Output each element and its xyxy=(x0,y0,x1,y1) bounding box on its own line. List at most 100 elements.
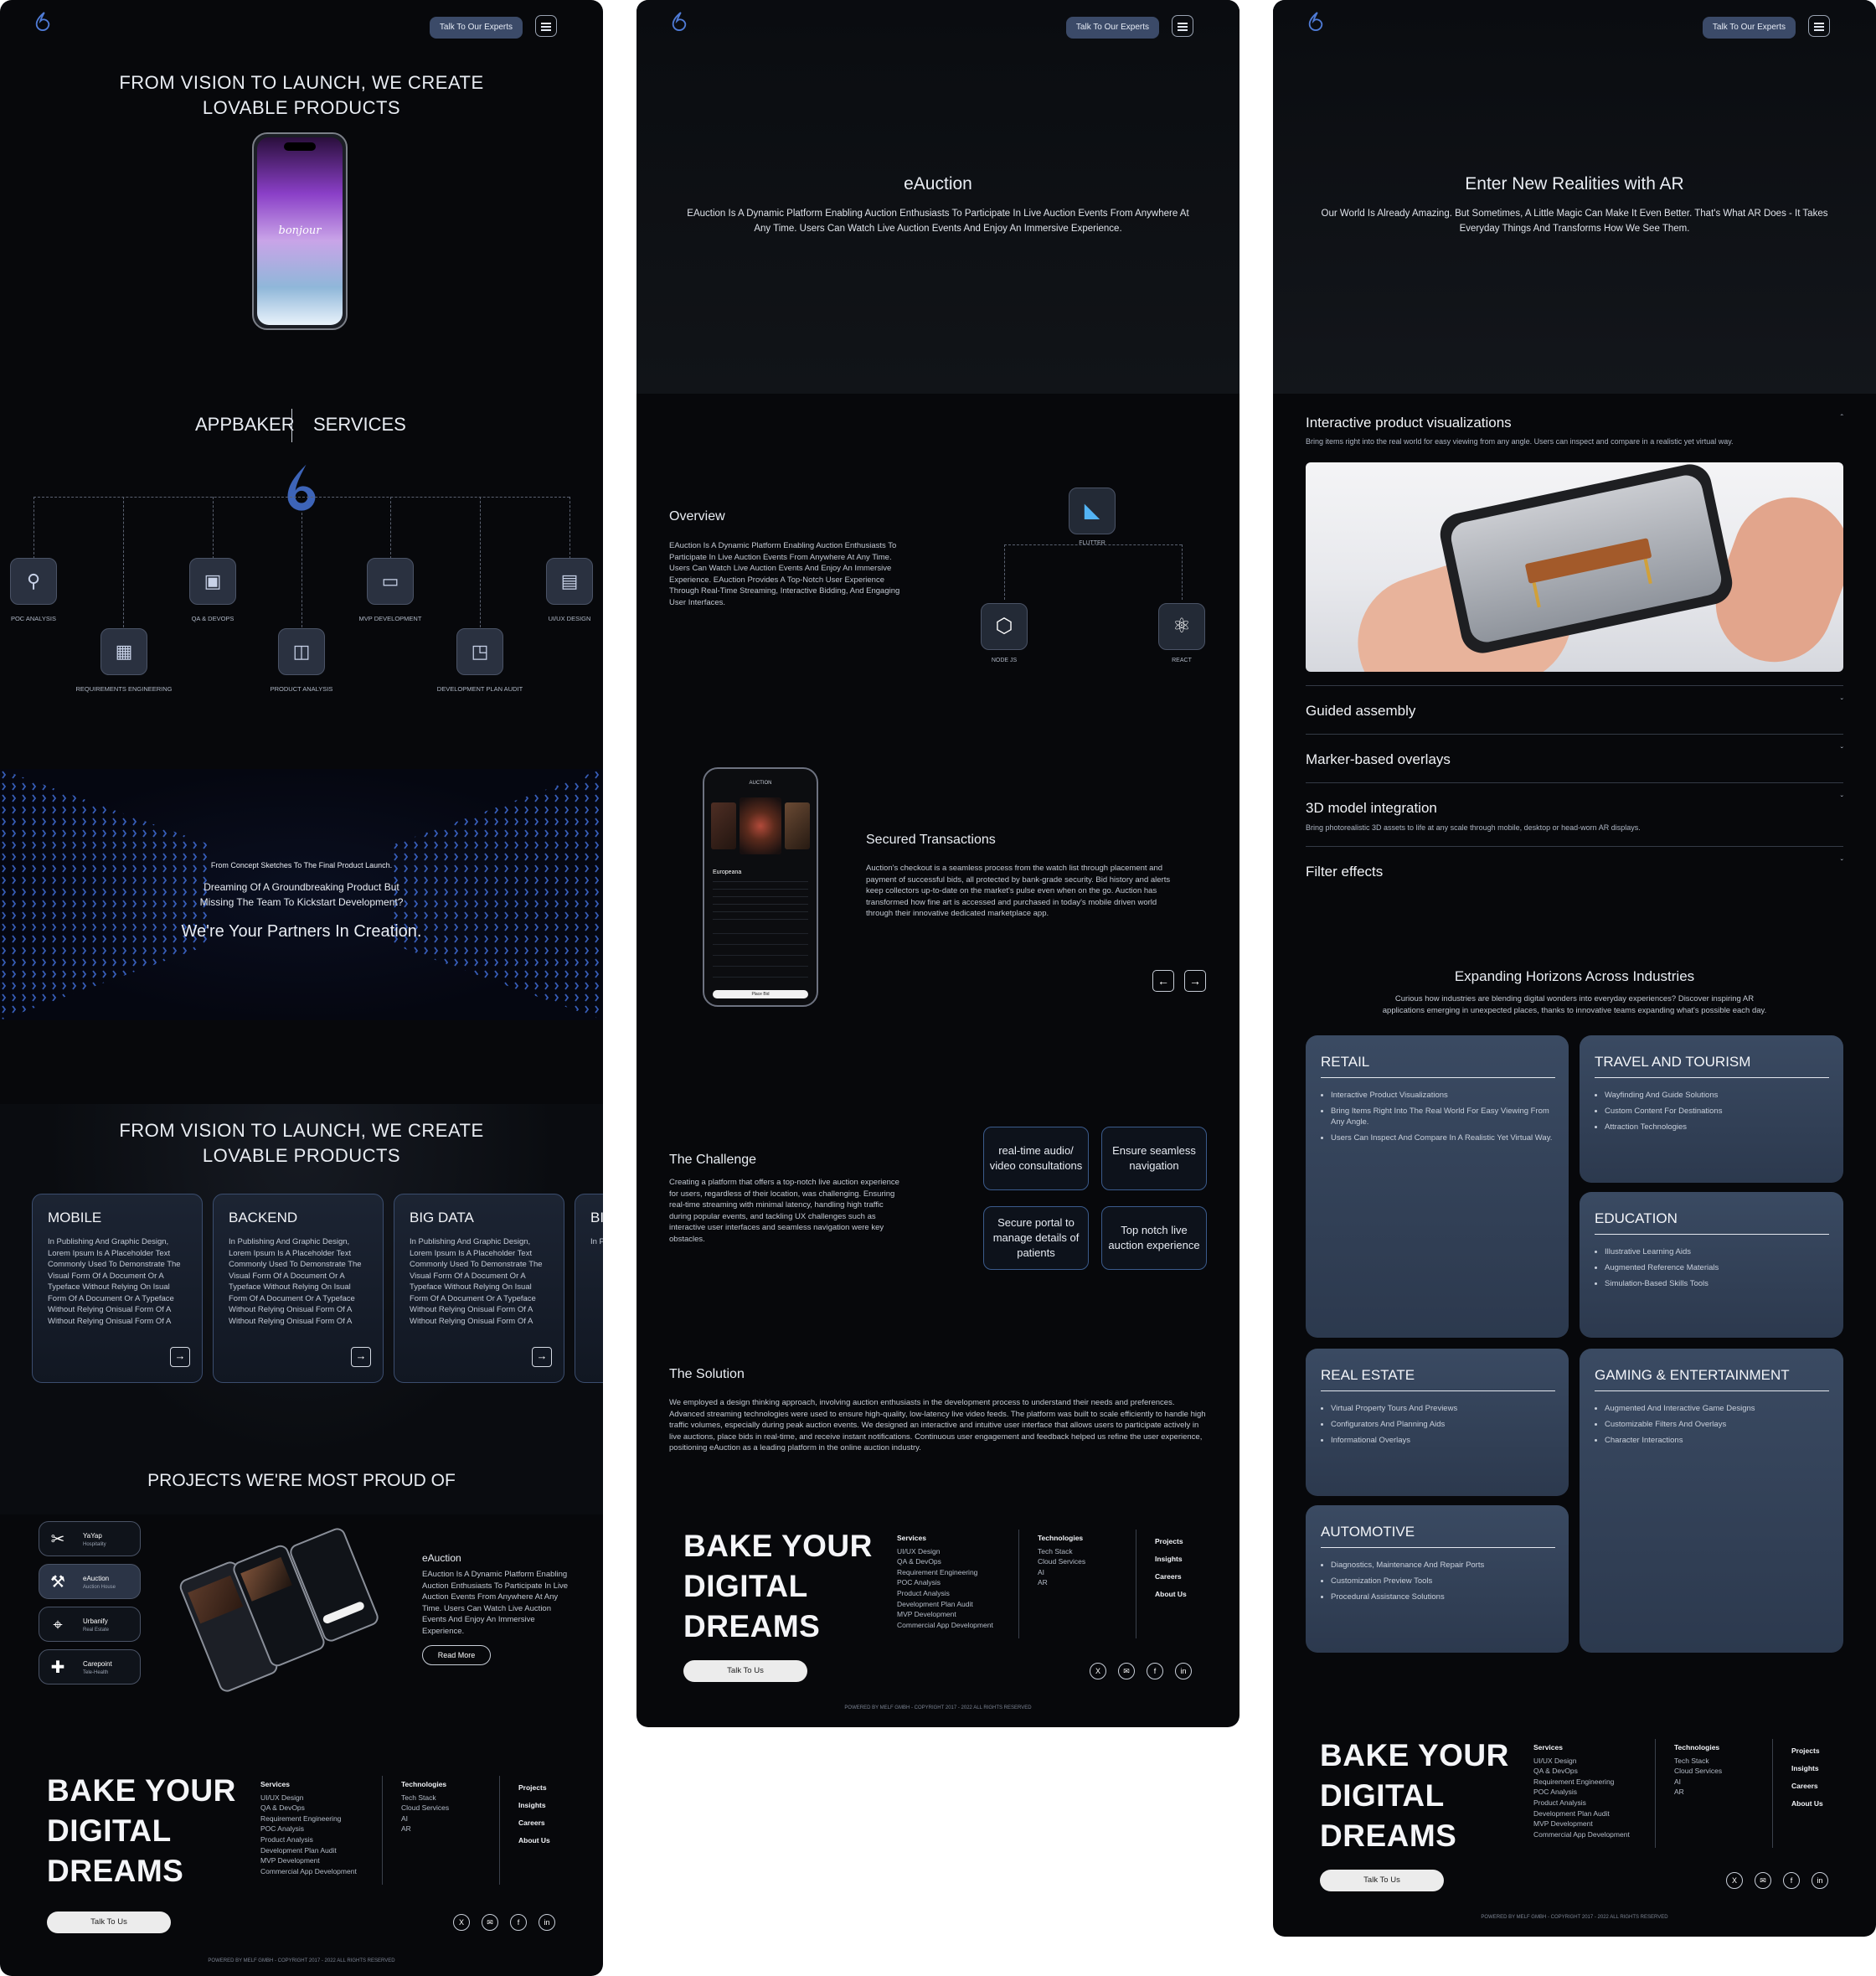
facebook-icon[interactable]: f xyxy=(510,1914,527,1931)
read-more-button[interactable]: Read More xyxy=(422,1645,491,1665)
projects-title: PROJECTS WE'RE MOST PROUD OF xyxy=(147,1471,456,1490)
tree-line xyxy=(34,497,570,498)
partners-tagline: We're Your Partners In Creation. xyxy=(181,922,422,941)
challenge-chip: Ensure seamless navigation xyxy=(1101,1127,1207,1190)
health-heart-icon: ✚ xyxy=(50,1659,65,1677)
project-mockup xyxy=(177,1525,390,1695)
chevron-down-icon[interactable]: ˇ xyxy=(1840,746,1843,756)
menu-icon[interactable] xyxy=(1172,15,1193,37)
project-tab-urbanify[interactable]: ⌖ Urbanify Real Estate xyxy=(39,1607,141,1642)
featured-project-title: eAuction xyxy=(422,1552,461,1564)
talk-to-experts-button[interactable]: Talk To Our Experts xyxy=(1065,17,1159,39)
talk-to-us-button[interactable]: Talk To Us xyxy=(1320,1870,1444,1891)
copyright: POWERED BY MELF GMBH - COPYRIGHT 2017 - … xyxy=(844,1705,1032,1710)
arrow-right-icon[interactable]: → xyxy=(1184,970,1206,992)
footer-technologies: Technologies Tech Stack Cloud Services AI AR xyxy=(1674,1743,1723,1797)
chevron-down-icon[interactable]: ˇ xyxy=(1840,859,1843,868)
challenge-chip: Secure portal to manage details of patie… xyxy=(983,1206,1089,1270)
industry-card-education[interactable]: EDUCATION Illustrative Learning AidsAugm… xyxy=(1580,1192,1843,1338)
service-product-analysis-icon[interactable]: ◫ xyxy=(278,628,325,675)
industry-card-real-estate[interactable]: REAL ESTATE Virtual Property Tours And P… xyxy=(1306,1349,1569,1496)
featured-project-description: EAuction Is A Dynamic Platform Enabling … xyxy=(422,1570,569,1636)
vision-title: FROM VISION TO LAUNCH, WE CREATE LOVABLE… xyxy=(119,1120,484,1166)
x-icon[interactable]: X xyxy=(1090,1663,1106,1679)
industry-card-gaming[interactable]: GAMING & ENTERTAINMENT Augmented And Int… xyxy=(1580,1349,1843,1653)
service-uiux-design-icon[interactable]: ▤ xyxy=(546,558,593,605)
accordion-item-filter-effects[interactable]: Filter effects ˇ xyxy=(1306,846,1843,895)
appbaker-logo-large xyxy=(287,464,316,511)
capability-card-backend[interactable]: BACKEND In Publishing And Graphic Design… xyxy=(213,1194,384,1383)
react-icon: ⚛ xyxy=(1158,603,1205,650)
footer-services: Services UI/UX Design QA & DevOps Requireme… xyxy=(897,1534,993,1629)
services-divider xyxy=(291,409,292,442)
arrow-right-icon[interactable]: → xyxy=(532,1347,552,1367)
ar-visualization-image xyxy=(1306,462,1843,672)
project-tab-yayap[interactable]: ✂ YaYap Hospitality xyxy=(39,1521,141,1556)
mail-icon[interactable]: ✉ xyxy=(1755,1872,1771,1889)
challenge-text: Creating a platform that offers a top-no… xyxy=(669,1178,899,1244)
home-page: Talk To Our Experts FROM VISION TO LAUNC… xyxy=(0,0,603,1976)
service-qa-devops-icon[interactable]: ▣ xyxy=(189,558,236,605)
secured-transactions-title: Secured Transactions xyxy=(866,833,996,847)
chevron-up-icon[interactable]: ˆ xyxy=(1840,414,1843,423)
menu-icon[interactable] xyxy=(1808,15,1830,37)
arrow-right-icon[interactable]: → xyxy=(351,1347,371,1367)
ar-intro: Our World Is Already Amazing. But Someti… xyxy=(1321,209,1828,234)
hero-phone: bonjour xyxy=(252,132,348,330)
site-footer: BAKE YOUR DIGITAL DREAMS Talk To Us Servic… xyxy=(636,1508,1240,1727)
challenge-title: The Challenge xyxy=(669,1153,757,1167)
linkedin-icon[interactable]: in xyxy=(1812,1872,1828,1889)
talk-to-experts-button[interactable]: Talk To Our Experts xyxy=(1702,17,1796,39)
x-icon[interactable]: X xyxy=(453,1914,470,1931)
talk-to-us-button[interactable]: Talk To Us xyxy=(683,1660,807,1682)
overview-title: Overview xyxy=(669,509,725,524)
appbaker-logo[interactable] xyxy=(1306,12,1325,32)
industry-card-automotive[interactable]: AUTOMOTIVE Diagnostics, Maintenance And … xyxy=(1306,1505,1569,1653)
services-heading-left: APPBAKER xyxy=(195,414,295,435)
accordion-item-marker-overlays[interactable]: Marker-based overlays ˇ xyxy=(1306,734,1843,783)
industry-card-retail[interactable]: RETAIL Interactive Product Visualization… xyxy=(1306,1035,1569,1338)
menu-icon[interactable] xyxy=(535,15,557,37)
chevron-down-icon[interactable]: ˇ xyxy=(1840,698,1843,707)
industries-title: Expanding Horizons Across Industries xyxy=(1454,968,1695,984)
arrow-left-icon[interactable]: ← xyxy=(1152,970,1174,992)
service-requirements-icon[interactable]: ▦ xyxy=(100,628,147,675)
appbaker-logo[interactable] xyxy=(670,12,688,32)
mail-icon[interactable]: ✉ xyxy=(482,1914,498,1931)
capability-card-mobile[interactable]: MOBILE In Publishing And Graphic Design,… xyxy=(32,1194,203,1383)
service-poc-analysis-icon[interactable]: ⚲ xyxy=(10,558,57,605)
accordion-item-product-visualizations[interactable]: Interactive product visualizations ˆ Bri… xyxy=(1306,409,1843,685)
eauction-phone-mockup: AUCTION Europeana Place Bid xyxy=(703,767,818,1007)
industries-intro: Curious how industries are blending digi… xyxy=(1382,994,1767,1015)
nodejs-icon: ⬡ xyxy=(981,603,1028,650)
ar-services-page: Talk To Our Experts Enter New Realities … xyxy=(1273,0,1876,1937)
mail-icon[interactable]: ✉ xyxy=(1118,1663,1135,1679)
site-footer: BAKE YOUR DIGITAL DREAMS Talk To Us Servic… xyxy=(0,1734,603,1976)
talk-to-experts-button[interactable]: Talk To Our Experts xyxy=(429,17,523,39)
accordion-item-3d-model[interactable]: 3D model integration ˇ Bring photorealis… xyxy=(1306,782,1843,847)
linkedin-icon[interactable]: in xyxy=(1175,1663,1192,1679)
appbaker-logo[interactable] xyxy=(34,12,52,32)
project-tab-eauction[interactable]: ⚒ eAuction Auction House xyxy=(39,1564,141,1599)
talk-to-us-button[interactable]: Talk To Us xyxy=(47,1912,171,1933)
solution-text: We employed a design thinking approach, … xyxy=(669,1398,1206,1453)
capability-card-big-data[interactable]: BIG DATA In Publishing And Graphic Desig… xyxy=(394,1194,564,1383)
project-tab-carepoint[interactable]: ✚ Carepoint Tele-Health xyxy=(39,1649,141,1685)
flutter-icon: ◣ xyxy=(1069,488,1116,534)
linkedin-icon[interactable]: in xyxy=(539,1914,555,1931)
facebook-icon[interactable]: f xyxy=(1783,1872,1800,1889)
service-mvp-development-icon[interactable]: ▭ xyxy=(367,558,414,605)
footer-technologies: Technologies Tech Stack Cloud Services AI AR xyxy=(1038,1534,1086,1587)
arrow-right-icon[interactable]: → xyxy=(170,1347,190,1367)
x-icon[interactable]: X xyxy=(1726,1872,1743,1889)
case-study-intro: EAuction Is A Dynamic Platform Enabling … xyxy=(687,209,1189,234)
industry-card-travel[interactable]: TRAVEL AND TOURISM Wayfinding And Guide … xyxy=(1580,1035,1843,1183)
partners-banner: From Concept Sketches To The Final Produ… xyxy=(0,769,603,1020)
footer-services: Services UI/UX Design QA & DevOps Requireme… xyxy=(260,1780,357,1875)
capability-card-bi[interactable]: BI In P Lor Con Vis Typ For Wit Wit xyxy=(575,1194,603,1383)
service-plan-audit-icon[interactable]: ◳ xyxy=(456,628,503,675)
ar-title: Enter New Realities with AR xyxy=(1465,174,1684,193)
accordion-item-guided-assembly[interactable]: Guided assembly ˇ xyxy=(1306,685,1843,735)
facebook-icon[interactable]: f xyxy=(1147,1663,1163,1679)
chevron-down-icon[interactable]: ˇ xyxy=(1840,795,1843,804)
